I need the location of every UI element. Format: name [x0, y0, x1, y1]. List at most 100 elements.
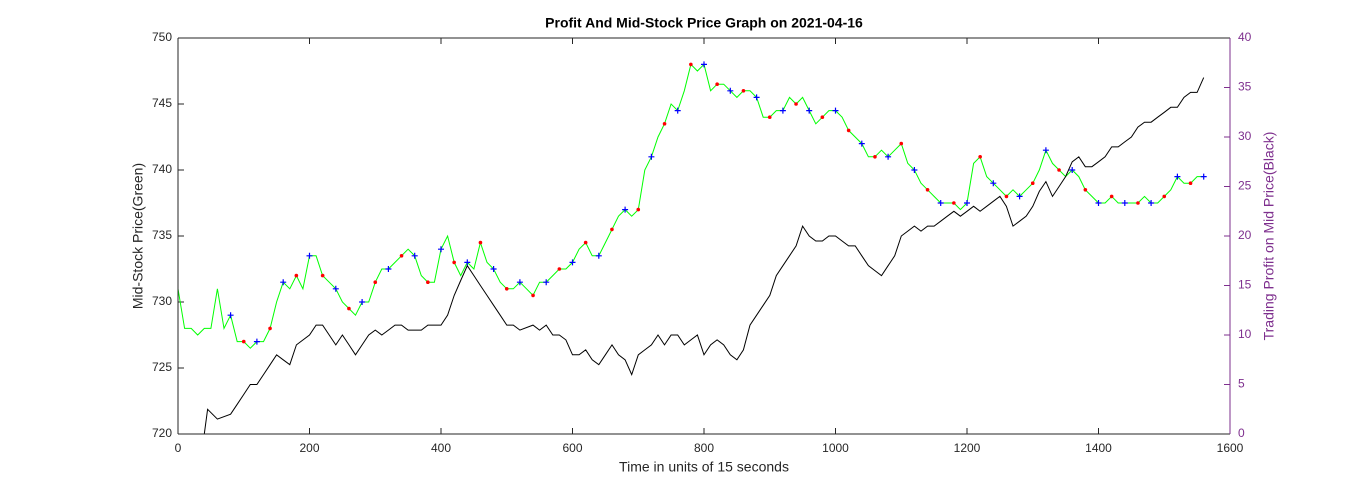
x-tick-label: 1600: [1217, 441, 1244, 455]
marker-dot: [741, 89, 746, 93]
marker-dot: [873, 155, 877, 159]
marker-dot: [1083, 188, 1088, 192]
x-tick-label: 200: [299, 441, 319, 455]
marker-dot: [320, 273, 325, 278]
y2-tick-label: 30: [1238, 129, 1252, 143]
data-line: [178, 77, 1205, 435]
x-tick-label: 1400: [1085, 441, 1112, 455]
marker-plus: [306, 252, 313, 259]
y2-tick-label: 10: [1238, 327, 1252, 341]
marker-dot: [452, 260, 456, 265]
marker-dot: [899, 141, 904, 146]
marker-plus: [1095, 200, 1102, 206]
x-tick-label: 800: [694, 441, 714, 455]
marker-dot: [636, 207, 641, 212]
marker-dot: [1030, 181, 1035, 185]
y2-tick-label: 35: [1238, 80, 1252, 94]
marker-plus: [806, 107, 813, 114]
marker-dot: [583, 240, 588, 245]
marker-plus: [1174, 173, 1181, 180]
marker-dot: [241, 339, 246, 344]
y2-tick-label: 40: [1238, 30, 1252, 44]
y-tick-label: 745: [152, 96, 172, 110]
marker-plus: [464, 259, 471, 266]
marker-plus: [411, 252, 418, 259]
marker-dot: [478, 240, 483, 245]
y2-tick-label: 20: [1238, 228, 1252, 242]
marker-plus: [543, 279, 550, 286]
y-tick-label: 740: [152, 162, 172, 176]
y-tick-label: 750: [152, 30, 172, 44]
marker-dot: [978, 155, 982, 159]
marker-dot: [662, 122, 667, 126]
marker-dot: [347, 306, 351, 311]
marker-plus: [1121, 200, 1128, 206]
y2-tick-label: 0: [1238, 426, 1245, 440]
marker-dot: [1109, 194, 1114, 199]
marker-plus: [674, 107, 681, 114]
x-tick-label: 0: [175, 441, 182, 455]
marker-plus: [990, 180, 997, 187]
marker-dot: [373, 280, 378, 285]
marker-plus: [385, 266, 392, 272]
y-tick-label: 720: [152, 426, 172, 440]
y-tick-label: 730: [152, 294, 172, 308]
marker-plus: [595, 252, 602, 259]
y2-axis-label: Trading Profit on Mid Price(Black): [1261, 132, 1277, 341]
marker-plus: [516, 279, 523, 286]
marker-dot: [794, 102, 798, 106]
marker-dot: [1136, 201, 1140, 205]
x-tick-label: 1000: [822, 441, 849, 455]
marker-dot: [925, 188, 930, 192]
marker-plus: [1016, 193, 1023, 200]
marker-dot: [689, 62, 693, 67]
marker-plus: [1042, 147, 1049, 154]
marker-plus: [1069, 167, 1076, 173]
marker-dot: [952, 201, 956, 205]
marker-dot: [767, 115, 772, 119]
marker-dot: [268, 326, 272, 331]
y2-tick-label: 5: [1238, 377, 1245, 391]
marker-dot: [504, 287, 509, 291]
marker-dot: [1188, 181, 1193, 185]
marker-plus: [438, 246, 444, 253]
y-axis-label: Mid-Stock Price(Green): [130, 163, 146, 309]
marker-plus: [911, 167, 918, 173]
marker-dot: [426, 280, 430, 285]
marker-dot: [557, 267, 562, 271]
marker-plus: [753, 94, 760, 101]
marker-plus: [1148, 200, 1155, 206]
x-axis-label: Time in units of 15 seconds: [619, 459, 789, 475]
marker-plus: [858, 140, 865, 147]
marker-plus: [648, 153, 655, 160]
marker-plus: [1200, 173, 1207, 180]
marker-plus: [332, 285, 339, 292]
marker-plus: [727, 87, 734, 94]
marker-plus: [280, 279, 287, 286]
marker-dot: [399, 254, 404, 258]
marker-dot: [1004, 194, 1009, 199]
marker-plus: [569, 259, 576, 266]
marker-dot: [715, 82, 719, 86]
marker-plus: [779, 107, 786, 114]
y-tick-label: 735: [152, 228, 172, 242]
marker-plus: [622, 206, 629, 213]
x-tick-label: 600: [562, 441, 582, 455]
marker-dot: [1057, 168, 1061, 172]
marker-dot: [610, 227, 614, 232]
chart-title: Profit And Mid-Stock Price Graph on 2021…: [545, 15, 863, 31]
x-tick-label: 400: [431, 441, 451, 455]
marker-dot: [531, 293, 535, 298]
marker-plus: [253, 338, 260, 345]
marker-plus: [964, 200, 970, 206]
marker-plus: [490, 266, 497, 272]
y-tick-label: 725: [152, 360, 172, 374]
marker-dot: [294, 273, 299, 278]
marker-plus: [227, 312, 234, 319]
marker-plus: [937, 200, 944, 206]
marker-plus: [701, 61, 707, 68]
y2-tick-label: 25: [1238, 179, 1252, 193]
marker-dot: [846, 128, 851, 133]
